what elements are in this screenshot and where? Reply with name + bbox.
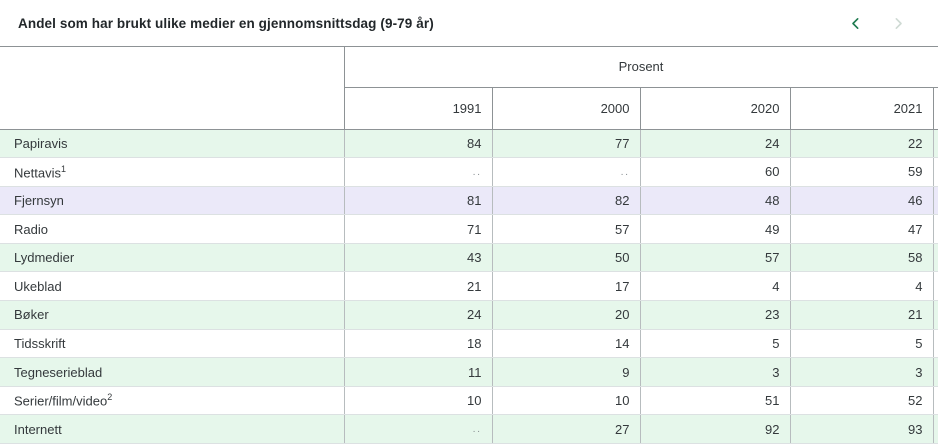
next-column-cell-sliver <box>933 271 938 302</box>
table-row[interactable]: Papiravis 84 77 24 22 <box>0 129 938 159</box>
cell-value: 48 <box>640 186 791 216</box>
cell-value: 57 <box>492 214 641 244</box>
next-column-cell-sliver <box>933 357 938 387</box>
next-column-cell-sliver <box>933 414 938 444</box>
table-row[interactable]: Lydmedier 43 50 57 58 <box>0 243 938 273</box>
row-label: Lydmedier <box>0 243 345 273</box>
table-row[interactable]: Nettavis1.... 60 59 <box>0 157 938 187</box>
unit-group-header: Prosent <box>344 47 938 88</box>
prev-page-button[interactable] <box>846 14 865 33</box>
cell-value: 47 <box>790 214 934 244</box>
cell-value: 52 <box>790 386 934 416</box>
chevron-left-icon <box>852 17 859 29</box>
table-row[interactable]: Radio 71 57 49 47 <box>0 214 938 244</box>
row-label: Tegneserieblad <box>0 357 345 387</box>
column-header-year: 2021 <box>790 87 934 130</box>
cell-value: 24 <box>640 129 791 159</box>
cell-value: .. <box>492 157 641 187</box>
row-label: Serier/film/video2 <box>0 386 345 416</box>
cell-value: 57 <box>640 243 791 273</box>
cell-value: 21 <box>790 300 934 330</box>
table-row[interactable]: Internett.. 27 92 93 <box>0 414 938 444</box>
cell-value: 18 <box>344 329 493 359</box>
year-header-row: 1991 2000 2020 2021 <box>0 87 938 130</box>
cell-value: 9 <box>492 357 641 387</box>
cell-value: 3 <box>790 357 934 387</box>
cell-value: 84 <box>344 129 493 159</box>
column-header-year: 2020 <box>640 87 791 130</box>
cell-value: 10 <box>344 386 493 416</box>
cell-value: 5 <box>640 329 791 359</box>
cell-value: 71 <box>344 214 493 244</box>
footnote-marker: 1 <box>60 163 66 174</box>
cell-value: 23 <box>640 300 791 330</box>
cell-value: 17 <box>492 271 641 302</box>
row-label: Radio <box>0 214 345 244</box>
pagination-controls <box>846 14 908 33</box>
table-row[interactable]: Fjernsyn 81 82 48 46 <box>0 186 938 216</box>
statistics-table: Prosent 1991 2000 2020 2021 Papiravis 84 7… <box>0 47 938 444</box>
table-row[interactable]: Serier/film/video2 10 10 51 52 <box>0 386 938 416</box>
table-body: Papiravis 84 77 24 22 Nettavis1.... 60 59 Fjerns… <box>0 129 938 444</box>
cell-value: 49 <box>640 214 791 244</box>
cell-value: 5 <box>790 329 934 359</box>
cell-value: 59 <box>790 157 934 187</box>
stub-header-cell <box>0 47 345 130</box>
next-column-cell-sliver <box>933 243 938 273</box>
cell-value: 43 <box>344 243 493 273</box>
row-label: Bøker <box>0 300 345 330</box>
cell-value: 11 <box>344 357 493 387</box>
column-header-year: 2000 <box>492 87 641 130</box>
unit-header-row: Prosent <box>0 47 938 130</box>
cell-value: .. <box>344 414 493 444</box>
table-row[interactable]: Tegneserieblad 11 9 3 3 <box>0 357 938 387</box>
next-column-cell-sliver <box>933 157 938 187</box>
row-label: Internett <box>0 414 345 444</box>
cell-value: 4 <box>790 271 934 302</box>
next-column-header-sliver <box>933 87 938 130</box>
table-row[interactable]: Ukeblad 21 17 4 4 <box>0 271 938 302</box>
next-column-cell-sliver <box>933 300 938 330</box>
cell-value: 50 <box>492 243 641 273</box>
row-label: Tidsskrift <box>0 329 345 359</box>
cell-value: 60 <box>640 157 791 187</box>
table-row[interactable]: Tidsskrift 18 14 5 5 <box>0 329 938 359</box>
next-column-cell-sliver <box>933 129 938 159</box>
cell-value: 20 <box>492 300 641 330</box>
row-label: Nettavis1 <box>0 157 345 187</box>
cell-value: 46 <box>790 186 934 216</box>
next-page-button[interactable] <box>889 14 908 33</box>
cell-value: .. <box>344 157 493 187</box>
cell-value: 27 <box>492 414 641 444</box>
next-column-cell-sliver <box>933 214 938 244</box>
column-header-year: 1991 <box>344 87 493 130</box>
cell-value: 51 <box>640 386 791 416</box>
cell-value: 58 <box>790 243 934 273</box>
cell-value: 14 <box>492 329 641 359</box>
next-column-cell-sliver <box>933 329 938 359</box>
row-label: Papiravis <box>0 129 345 159</box>
row-label: Fjernsyn <box>0 186 345 216</box>
cell-value: 4 <box>640 271 791 302</box>
next-column-cell-sliver <box>933 186 938 216</box>
cell-value: 24 <box>344 300 493 330</box>
cell-value: 93 <box>790 414 934 444</box>
cell-value: 10 <box>492 386 641 416</box>
cell-value: 92 <box>640 414 791 444</box>
table-title: Andel som har brukt ulike medier en gjen… <box>18 15 434 31</box>
footnote-marker: 2 <box>107 392 113 403</box>
cell-value: 21 <box>344 271 493 302</box>
table-header-bar: Andel som har brukt ulike medier en gjen… <box>0 0 938 47</box>
cell-value: 3 <box>640 357 791 387</box>
chevron-right-icon <box>895 17 902 29</box>
cell-value: 22 <box>790 129 934 159</box>
cell-value: 81 <box>344 186 493 216</box>
next-column-cell-sliver <box>933 386 938 416</box>
row-label: Ukeblad <box>0 271 345 302</box>
cell-value: 82 <box>492 186 641 216</box>
table-row[interactable]: Bøker 24 20 23 21 <box>0 300 938 330</box>
cell-value: 77 <box>492 129 641 159</box>
